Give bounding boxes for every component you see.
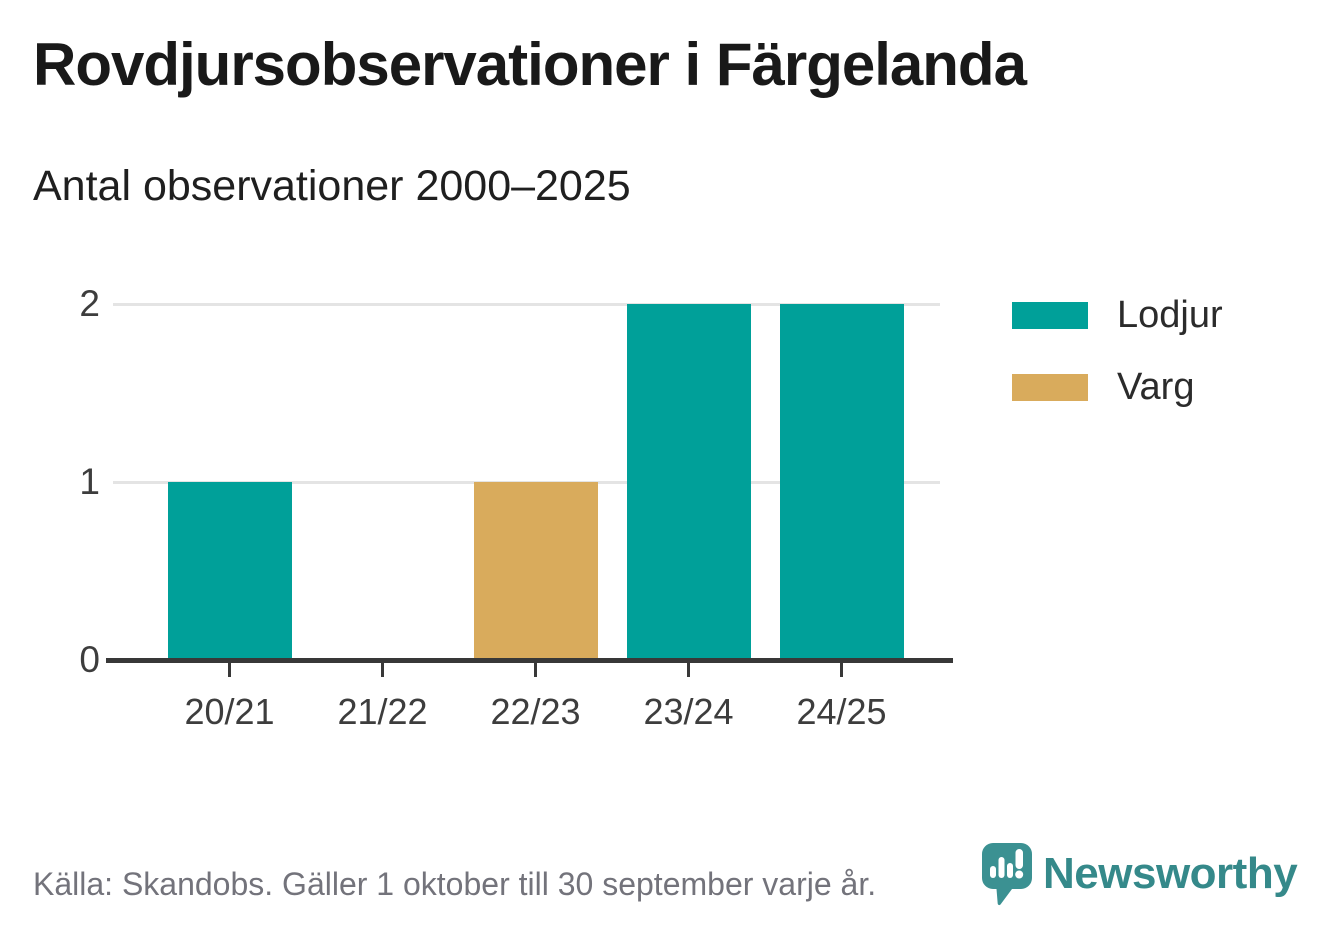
newsworthy-wordmark: Newsworthy [1043,849,1298,898]
y-axis-tick-label: 1 [79,461,100,502]
page-title: Rovdjursobservationer i Färgelanda [33,31,1027,98]
bar-varg-22-23 [473,482,598,660]
x-axis-tick-label: 21/22 [337,691,428,732]
legend-swatch-varg [1012,374,1088,401]
x-axis-tick [228,663,231,677]
x-axis-tick [840,663,843,677]
x-axis-tick [534,663,537,677]
x-axis-tick-label: 22/23 [490,691,581,732]
x-axis-tick-label: 20/21 [184,691,275,732]
legend-swatch-lodjur [1012,302,1088,329]
bar-lodjur-20-21 [167,482,292,660]
page-subtitle: Antal observationer 2000–2025 [33,162,631,210]
y-axis-tick-label: 0 [79,639,100,680]
x-axis-tick-label: 23/24 [643,691,734,732]
legend-label: Lodjur [1117,294,1223,336]
x-axis-tick-label: 24/25 [796,691,887,732]
bar-lodjur-23-24 [626,304,751,660]
y-axis-tick-label: 2 [79,283,100,324]
bar-lodjur-24-25 [779,304,904,660]
newsworthy-icon [982,843,1032,911]
x-axis-tick [381,663,384,677]
gridline-y2 [113,303,940,306]
legend-item-lodjur: Lodjur [1012,294,1223,337]
legend-item-varg: Varg [1012,366,1223,409]
source-note: Källa: Skandobs. Gäller 1 oktober till 3… [33,866,877,902]
x-axis-tick [687,663,690,677]
x-axis-line [106,658,953,663]
chart-legend: Lodjur Varg [1012,294,1223,409]
legend-label: Varg [1117,366,1195,408]
newsworthy-logo[interactable]: Newsworthy [982,843,1298,911]
